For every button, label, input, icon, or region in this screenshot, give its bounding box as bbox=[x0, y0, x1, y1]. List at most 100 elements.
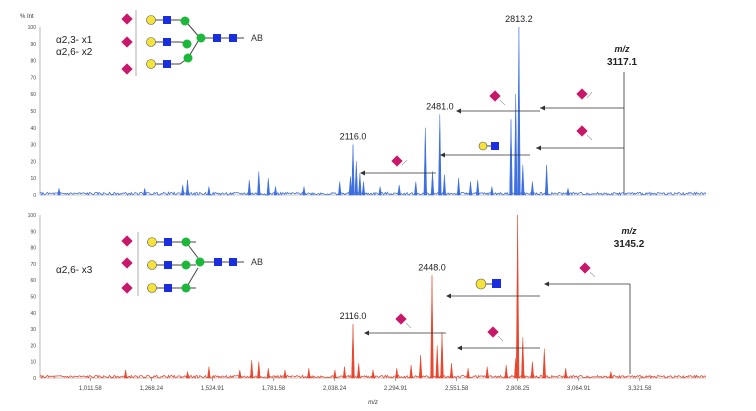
top-parent-mz: 3117.1 bbox=[607, 57, 637, 68]
bottom-spectrum-trace bbox=[39, 214, 707, 379]
glcnac-icon bbox=[229, 258, 237, 266]
y-tick-label: 100 bbox=[28, 213, 37, 219]
spectrum-peak bbox=[397, 184, 401, 196]
top-linkage-line-1: α2,3- x1 bbox=[56, 35, 93, 46]
y-tick-label: 70 bbox=[30, 75, 36, 81]
y-tick-label: 80 bbox=[30, 59, 36, 65]
spectrum-peak bbox=[514, 94, 518, 196]
spectrum-peak bbox=[257, 361, 261, 379]
y-tick-label: 50 bbox=[30, 109, 36, 115]
spectrum-peak bbox=[395, 368, 399, 379]
spectrum-peak bbox=[283, 369, 287, 379]
y-tick-label: 30 bbox=[30, 143, 36, 149]
spectrum-peak bbox=[238, 369, 242, 379]
top-fragmentation-arrows bbox=[362, 72, 625, 193]
galactose-icon bbox=[147, 260, 157, 270]
spectrum-peak bbox=[521, 164, 525, 196]
glycan-tail-label: AB bbox=[251, 257, 263, 267]
y-tick-label: 0 bbox=[33, 376, 36, 382]
spectrum-peak bbox=[247, 179, 251, 196]
spectrum-peak bbox=[609, 371, 613, 379]
y-tick-label: 100 bbox=[28, 25, 37, 31]
sialic-acid-icon bbox=[121, 257, 133, 269]
mannose-icon bbox=[181, 260, 191, 270]
spectrum-peak bbox=[371, 369, 375, 379]
x-tick-label: 3,321.58 bbox=[628, 386, 652, 392]
spectrum-peak bbox=[476, 179, 480, 196]
y-tick-label: 40 bbox=[30, 311, 36, 317]
spectrum-peak bbox=[123, 369, 128, 379]
spectrum-peak bbox=[544, 164, 549, 196]
glcnac-icon bbox=[164, 261, 172, 269]
x-tick-label: 2,294.91 bbox=[384, 386, 408, 392]
spectrum-peak bbox=[564, 368, 568, 379]
spectrum-peak bbox=[338, 181, 342, 196]
spectrum-peak bbox=[342, 366, 347, 379]
x-tick-label: 2,551.58 bbox=[445, 386, 469, 392]
galactose-icon bbox=[475, 278, 487, 290]
glcnac-icon bbox=[491, 142, 499, 150]
bottom-x-ticks: 1,011.58 1,268.24 1,524.91 1,781.58 2,038.24… bbox=[79, 378, 652, 392]
spectrum-peak bbox=[440, 332, 444, 379]
y-tick-label: 10 bbox=[30, 176, 36, 182]
mannose-icon bbox=[195, 257, 205, 267]
sialic-acid-icon bbox=[579, 262, 591, 274]
bottom-mz-heading: m/z bbox=[621, 226, 637, 236]
spectrum-peak bbox=[430, 171, 435, 196]
x-tick-label: 2,808.25 bbox=[506, 386, 530, 392]
bottom-peak-labels: 2448.0 2116.0 bbox=[340, 262, 446, 321]
spectrum-peak bbox=[468, 181, 473, 196]
x-tick-label: 3,064.91 bbox=[567, 386, 591, 392]
spectrum-peak bbox=[266, 178, 270, 196]
bottom-fragmentation-arrows bbox=[366, 283, 631, 374]
spectrum-peak bbox=[504, 364, 508, 379]
spectrum-peak bbox=[257, 171, 261, 196]
peak-label: 2481.0 bbox=[426, 101, 454, 111]
galactose-icon bbox=[146, 37, 156, 47]
bottom-arrowheads bbox=[364, 281, 549, 351]
glcnac-icon bbox=[164, 284, 172, 292]
spectrum-peak bbox=[333, 369, 337, 379]
spectrum-peak bbox=[185, 179, 190, 196]
spectrum-peak bbox=[358, 173, 362, 196]
glcnac-icon bbox=[492, 279, 501, 288]
glcnac-icon bbox=[164, 238, 172, 246]
x-tick-label: 1,268.24 bbox=[140, 386, 164, 392]
mannose-icon bbox=[182, 39, 192, 49]
spectrum-peak bbox=[435, 345, 439, 379]
top-peak-labels: 2813.2 2481.0 2116.0 bbox=[340, 14, 533, 142]
spectrum-peak bbox=[418, 355, 423, 379]
spectrum-peak bbox=[273, 186, 278, 196]
spectrum-peak bbox=[302, 186, 306, 196]
y-tick-label: 40 bbox=[30, 126, 36, 132]
glcnac-icon bbox=[163, 38, 171, 46]
spectrum-peak bbox=[351, 144, 355, 196]
peak-label: 2116.0 bbox=[340, 132, 367, 142]
bottom-xlabel: m/z bbox=[368, 400, 378, 406]
y-tick-label: 60 bbox=[30, 92, 36, 98]
top-mz-heading: m/z bbox=[614, 44, 630, 54]
spectrum-peak bbox=[542, 348, 546, 379]
mannose-icon bbox=[180, 16, 190, 26]
spectrum-peak bbox=[250, 360, 254, 379]
spectrum-peak bbox=[414, 181, 418, 196]
spectrum-peak bbox=[207, 366, 211, 379]
x-tick-label: 1,011.58 bbox=[79, 386, 103, 392]
y-tick-label: 0 bbox=[33, 193, 36, 199]
spectrum-peak bbox=[185, 371, 190, 379]
spectrum-peak bbox=[348, 176, 353, 196]
mannose-icon bbox=[196, 33, 206, 43]
mannose-icon bbox=[181, 283, 191, 293]
spectrum-peak bbox=[361, 181, 366, 196]
sialic-acid-icon bbox=[487, 326, 499, 338]
spectrum-peak bbox=[266, 368, 270, 379]
y-tick-label: 70 bbox=[30, 262, 36, 268]
galactose-icon bbox=[146, 15, 156, 25]
y-tick-label: 90 bbox=[30, 229, 36, 235]
glcnac-icon bbox=[229, 34, 237, 42]
spectrum-peak bbox=[490, 186, 494, 196]
sialic-acid-icon bbox=[391, 155, 403, 167]
spectrum-peak bbox=[466, 368, 470, 379]
